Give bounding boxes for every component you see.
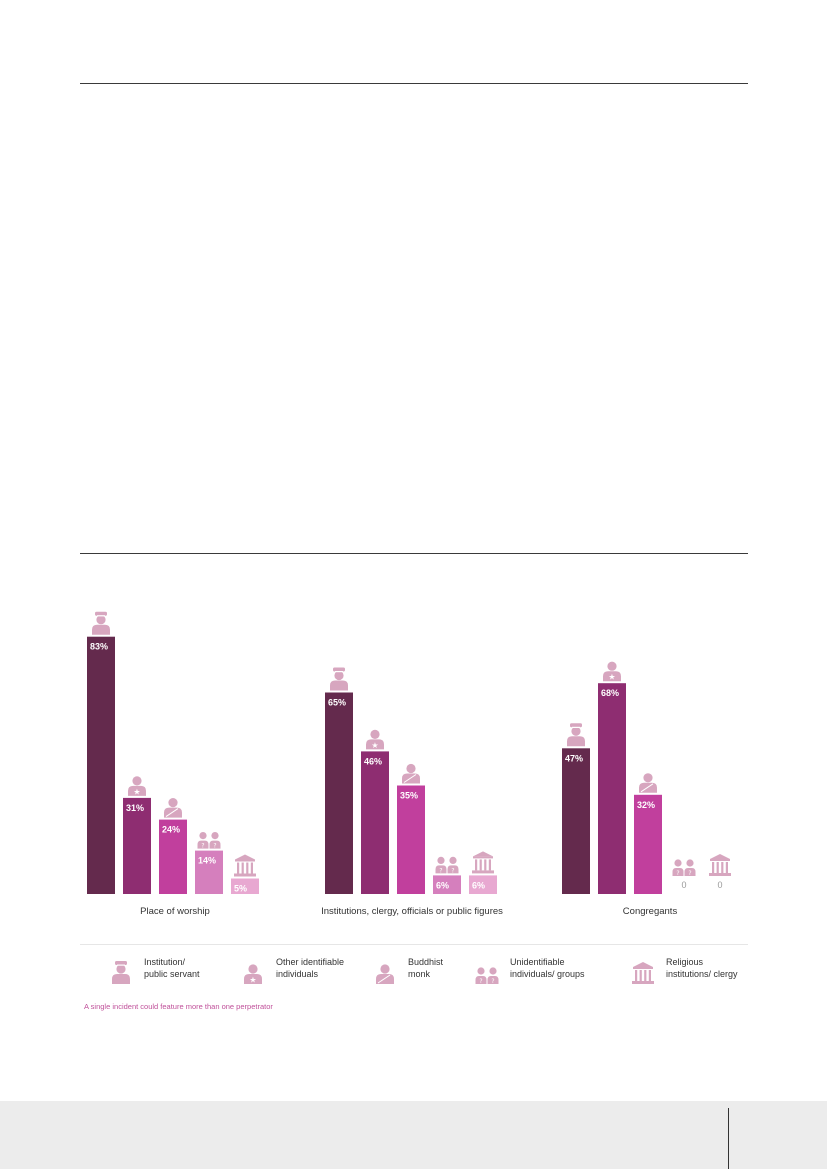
legend-item: Buddhist monk [370, 956, 443, 986]
bar-value-label: 6% [472, 880, 485, 890]
svg-text:?: ? [439, 867, 442, 874]
category-group: 83% 31% ★ 24% 14%? ? 5% Place of worship [87, 611, 259, 917]
bar-value-label: 31% [126, 803, 144, 813]
bar-value-label: 68% [601, 688, 619, 698]
bar-value-label: 0 [681, 880, 686, 890]
officer-icon [112, 961, 130, 984]
svg-text:?: ? [201, 843, 204, 850]
bar [123, 797, 151, 894]
bar [361, 751, 389, 894]
svg-text:?: ? [491, 978, 494, 985]
svg-text:★: ★ [249, 976, 256, 985]
bar-value-label: 0 [717, 880, 722, 890]
legend-item: Religious institutions/ clergy [628, 956, 738, 986]
temple-icon [709, 854, 731, 876]
bar [634, 794, 662, 894]
bar-value-label: 24% [162, 825, 180, 835]
svg-text:★: ★ [371, 741, 378, 750]
top-divider [80, 83, 748, 84]
bar-value-label: 6% [436, 880, 449, 890]
legend-item: ?? Unidentifiable individuals/ groups [472, 956, 585, 986]
bar-value-label: 65% [328, 698, 346, 708]
legend-label: Other identifiable individuals [276, 957, 345, 979]
star-person-icon: ★ [128, 776, 146, 796]
svg-text:?: ? [688, 870, 691, 877]
bar [159, 819, 187, 894]
bar [87, 636, 115, 894]
bar [469, 875, 497, 894]
chart-top-divider [80, 553, 748, 554]
monk-icon [639, 773, 657, 793]
bar [397, 785, 425, 894]
unknown-group-icon: ?? [475, 967, 499, 985]
footnote: A single incident could feature more tha… [84, 1002, 273, 1011]
bar-value-label: 32% [637, 800, 655, 810]
star-person-icon: ★ [603, 661, 621, 682]
category-label: Institutions, clergy, officials or publi… [321, 906, 503, 917]
legend-label: Buddhist monk [408, 957, 444, 979]
officer-icon [567, 723, 585, 747]
category-label: Congregants [623, 906, 678, 917]
star-person-icon: ★ [244, 964, 262, 985]
bar-value-label: 5% [234, 884, 247, 894]
monk-icon [164, 798, 182, 818]
temple-icon [234, 854, 256, 877]
legend-label: Religious institutions/ clergy [666, 957, 738, 979]
svg-text:?: ? [479, 978, 482, 985]
bar-value-label: 83% [90, 642, 108, 652]
bar-value-label: 47% [565, 753, 583, 763]
bar [433, 875, 461, 894]
unknown-group-icon: ?? [197, 832, 221, 850]
bar [195, 850, 223, 894]
legend-label: Institution/ public servant [144, 957, 200, 979]
bar-value-label: 35% [400, 791, 418, 801]
footer-divider [728, 1108, 729, 1169]
officer-icon [330, 667, 348, 691]
bar [325, 692, 353, 894]
star-person-icon: ★ [366, 729, 384, 750]
legend-item: ★ Other identifiable individuals [238, 956, 344, 986]
unknown-group-icon: ?? [435, 856, 459, 874]
svg-text:?: ? [451, 867, 454, 874]
bar-value-label: 46% [364, 756, 382, 766]
svg-text:?: ? [676, 870, 679, 877]
temple-icon [472, 851, 494, 874]
bar [562, 748, 590, 894]
monk-icon [376, 964, 394, 984]
unknown-group-icon: ?? [672, 859, 696, 877]
monk-icon [402, 763, 420, 784]
bar-value-label: 14% [198, 856, 216, 866]
category-group: 65%46%★35%6%? ?6%Institutions, clergy, of… [321, 667, 503, 917]
category-label: Place of worship [140, 906, 210, 917]
legend-item: Institution/ public servant [106, 956, 200, 986]
page-footer-band [0, 1101, 827, 1169]
chart-legend: Institution/ public servant ★ Other identi… [0, 956, 827, 996]
svg-text:★: ★ [608, 673, 615, 682]
temple-icon [632, 962, 654, 984]
bar [231, 878, 259, 894]
svg-text:★: ★ [133, 787, 140, 796]
officer-icon [92, 611, 110, 635]
svg-text:?: ? [213, 843, 216, 850]
legend-label: Unidentifiable individuals/ groups [510, 957, 585, 979]
bar [598, 683, 626, 894]
legend-divider [80, 944, 748, 945]
perpetrator-bar-chart: 83% 31% ★ 24% 14%? ? 5% Place of worship 65% 46% ★… [87, 611, 731, 917]
